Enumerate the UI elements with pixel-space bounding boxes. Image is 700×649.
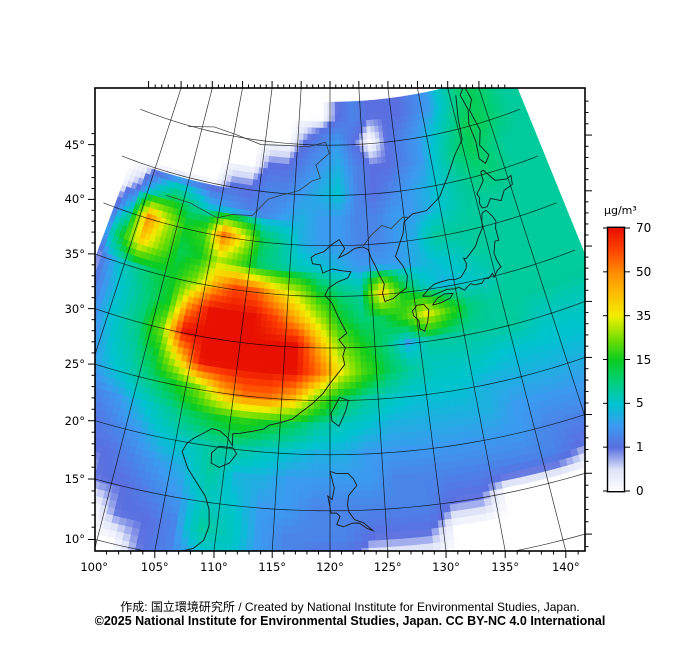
license-line: ©2025 National Institute for Environment… <box>94 614 606 628</box>
credit-line: 作成: 国立環境研究所 / Created by National Instit… <box>120 600 580 614</box>
